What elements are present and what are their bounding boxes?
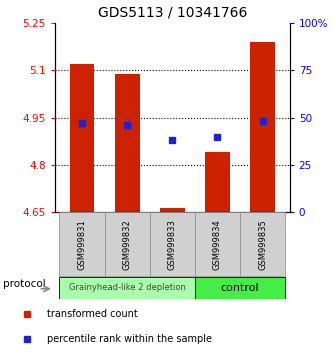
Bar (195, 276, 285, 299)
Text: GSM999832: GSM999832 (123, 219, 132, 270)
Bar (205, 153, 230, 212)
Text: GSM999833: GSM999833 (168, 219, 177, 270)
Text: GSM999831: GSM999831 (78, 219, 87, 270)
Bar (105, 212, 150, 276)
Text: percentile rank within the sample: percentile rank within the sample (47, 333, 211, 344)
Bar (250, 42, 275, 212)
Text: Grainyhead-like 2 depletion: Grainyhead-like 2 depletion (69, 283, 185, 292)
Bar (70, 64, 95, 212)
Text: GSM999834: GSM999834 (213, 219, 222, 270)
Bar (240, 212, 285, 276)
Bar (60, 212, 105, 276)
Bar (150, 212, 195, 276)
Text: protocol: protocol (3, 279, 46, 289)
Bar (160, 208, 185, 212)
Bar (195, 212, 240, 276)
Bar (60, 276, 195, 299)
Title: GDS5113 / 10341766: GDS5113 / 10341766 (98, 5, 247, 19)
Text: GSM999835: GSM999835 (258, 219, 267, 270)
Text: control: control (221, 282, 259, 293)
Text: transformed count: transformed count (47, 309, 138, 320)
Bar (115, 74, 140, 212)
